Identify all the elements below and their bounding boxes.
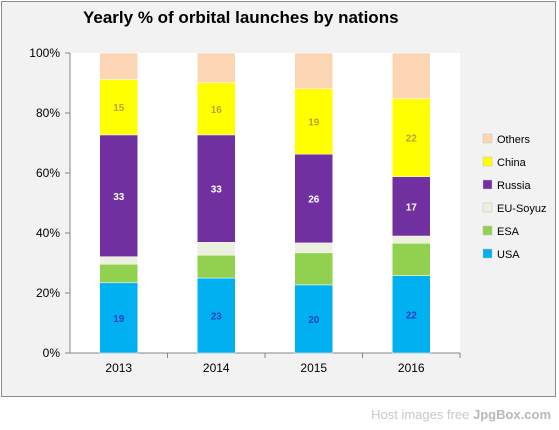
legend-label: EU-Soyuz [497,203,547,215]
bar-segment [99,263,138,284]
bar-segment [197,254,236,279]
legend-swatch [482,133,493,144]
bar-segment [294,284,333,354]
legend-label: Others [497,134,531,146]
data-label: 17 [406,202,418,213]
bar-segment [197,52,236,83]
bar-segment [392,242,431,276]
y-tick-label: 100% [29,46,60,60]
data-label: 15 [113,103,125,114]
bar-segment [99,79,138,136]
x-tick-label: 2015 [300,361,327,375]
y-tick-label: 80% [36,106,60,120]
data-label: 33 [113,192,125,203]
legend-swatch [482,225,493,236]
bar-segment [392,52,431,99]
y-tick-label: 0% [43,346,61,360]
bar-segment [294,153,333,244]
bar-segment [197,82,236,136]
x-tick-label: 2013 [105,361,132,375]
bar-segment [197,242,236,256]
legend-swatch [482,202,493,213]
bar-segment [392,235,431,244]
bar-segment [294,52,333,89]
bar-segment [99,134,138,257]
bar-segment [197,277,236,354]
bar-segment [99,256,138,265]
data-label: 19 [308,117,320,128]
legend-swatch [482,156,493,167]
x-tick-label: 2016 [398,361,425,375]
data-label: 16 [211,105,223,116]
data-label: 19 [113,314,125,325]
bar-segment [99,282,138,354]
bar-segment [392,98,431,177]
watermark-footer: Host images free JpgBox.com [371,407,551,422]
bar-segment [294,242,333,254]
bar-segment [294,252,333,286]
y-tick-label: 60% [36,166,60,180]
legend-label: USA [497,249,520,261]
watermark-brand: JpgBox.com [472,407,551,422]
legend-label: ESA [497,226,520,238]
data-label: 33 [211,185,223,196]
data-label: 20 [308,315,320,326]
bar-segment [294,88,333,155]
legend-swatch [482,179,493,190]
y-tick-label: 40% [36,226,60,240]
legend-swatch [482,248,493,259]
bar-segment [197,134,236,243]
x-tick-label: 2014 [203,361,230,375]
data-label: 22 [406,310,418,321]
bar-segment [392,275,431,354]
y-tick-label: 20% [36,286,60,300]
watermark-prefix: Host images free [371,407,473,422]
stacked-bar-chart: 0% 20% 40% 60% 80% 100% 19 33 15 2013 23 33 16 2014 20… [29,46,547,375]
data-label: 22 [406,134,418,145]
legend-label: China [497,157,527,169]
data-label: 26 [308,195,320,206]
legend-label: Russia [497,180,532,192]
chart-title: Yearly % of orbital launches by nations [83,8,399,27]
data-label: 23 [211,312,223,323]
bar-segment [392,176,431,237]
bar-segment [99,52,138,80]
